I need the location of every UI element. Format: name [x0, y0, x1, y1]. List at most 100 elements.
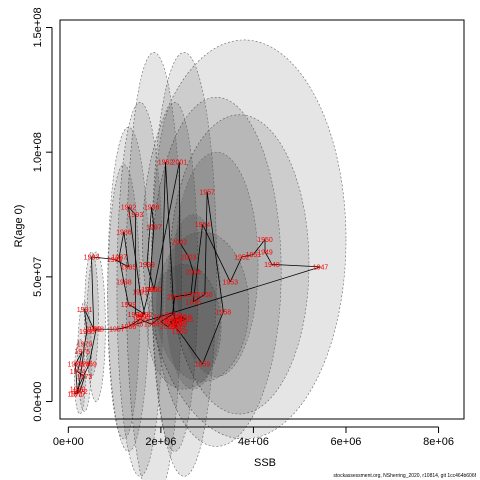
uncertainty-ellipse [125, 52, 183, 480]
year-label: 1990 [137, 312, 153, 319]
trajectory-segment [176, 318, 187, 323]
year-label: 1993 [128, 212, 144, 219]
uncertainty-ellipse [86, 251, 106, 402]
year-label: 2014 [167, 317, 183, 324]
year-label: 1966 [121, 324, 137, 331]
year-label: 1998 [144, 205, 160, 212]
x-tick-label: 4e+06 [238, 436, 269, 448]
year-label: 1968 [88, 327, 104, 334]
trajectory-segment [179, 331, 203, 365]
trajectory-segment [114, 259, 129, 268]
trajectory-segment [74, 351, 83, 365]
year-label: 1986 [116, 229, 132, 236]
trajectory-segment [79, 376, 85, 392]
year-label: 1953 [223, 279, 239, 286]
x-tick-label: 0e+00 [53, 436, 84, 448]
year-label: 2000 [146, 287, 162, 294]
trajectory-segment [135, 313, 143, 318]
trajectory-segment [253, 239, 266, 255]
trajectory-segment [128, 318, 141, 328]
trajectory-segment [241, 254, 254, 258]
year-label: 1985 [121, 264, 137, 271]
trajectory-segment [174, 326, 180, 332]
year-label: 1949 [257, 249, 273, 256]
uncertainty-ellipse [169, 114, 310, 415]
trajectory-segment [192, 224, 203, 302]
trajectory-segment [179, 241, 189, 258]
year-label: 1965 [132, 317, 148, 324]
year-label: 1947 [313, 264, 329, 271]
y-axis: 0.0e+00 5.0e+07 1.0e+08 1.5e+08 [32, 7, 53, 422]
trajectory-segment [204, 192, 208, 295]
trajectory-segment [174, 319, 178, 327]
x-tick-label: 6e+06 [331, 436, 362, 448]
year-label: 1948 [264, 262, 280, 269]
trajectory-segment [128, 303, 145, 315]
year-label: 2016 [162, 319, 178, 326]
year-label: 1988 [116, 279, 132, 286]
trajectory-segment [160, 321, 169, 328]
trajectory-segment [123, 231, 129, 267]
trajectory-segment [160, 313, 173, 323]
year-label: 1958 [216, 309, 232, 316]
year-label: 1996 [142, 287, 158, 294]
uncertainty-ellipse [77, 301, 92, 412]
trajectory-segment [141, 289, 150, 317]
uncertainty-ellipse [151, 97, 282, 447]
trajectory-segment [174, 293, 192, 298]
y-tick-label: 1.5e+08 [32, 7, 44, 47]
year-label: 2006 [167, 294, 183, 301]
trajectory-segment [116, 326, 129, 330]
y-axis-title: R(age 0) [13, 205, 25, 248]
year-label: 1982 [86, 327, 102, 334]
year-label: 1992 [121, 205, 137, 212]
year-label: 1962 [158, 160, 174, 167]
year-label: 2009 [160, 324, 176, 331]
year-label: 1971 [67, 392, 83, 399]
year-label: 2017 [167, 317, 183, 324]
year-label: 1956 [197, 292, 213, 299]
year-label: 2008 [153, 319, 169, 326]
trajectory-segment [151, 316, 162, 325]
trajectory-segment [84, 309, 95, 330]
year-label: 1967 [109, 327, 125, 334]
year-label: 2004 [185, 269, 201, 276]
trajectory-segment [190, 271, 194, 295]
year-label: 1984 [107, 257, 123, 264]
trajectory-segment [264, 251, 273, 265]
year-label: 1997 [146, 224, 162, 231]
trajectory-segment [77, 351, 83, 372]
trajectory-segment [229, 256, 243, 283]
trajectory-segment [193, 293, 206, 303]
y-tick-label: 1.0e+08 [32, 132, 44, 172]
year-label: 2002 [172, 239, 188, 246]
year-label: 1946 [128, 322, 144, 329]
year-label: 2013 [172, 322, 188, 329]
year-label: 1983 [84, 254, 100, 261]
year-label: 1979 [77, 342, 93, 349]
year-label: 1964 [144, 322, 160, 329]
year-label: 1952 [234, 254, 250, 261]
year-label: 2007 [165, 312, 181, 319]
trajectory-segment [165, 162, 176, 327]
uncertainty-ellipses [74, 39, 347, 480]
year-label: 1969 [81, 362, 97, 369]
year-label: 2005 [183, 292, 199, 299]
year-label: 1974 [70, 369, 86, 376]
year-label: 2011 [179, 317, 194, 324]
trajectory-segment [169, 318, 175, 323]
year-label: 1950 [257, 237, 273, 244]
trajectory-segment [128, 206, 141, 292]
year-label: 1963 [153, 314, 169, 321]
trajectory-segment [91, 256, 95, 330]
uncertainty-ellipse [155, 231, 250, 382]
year-label: 1978 [74, 362, 90, 369]
trajectory-segment [128, 206, 136, 215]
trajectory-segment [174, 316, 185, 320]
uncertainty-ellipse [142, 39, 347, 440]
year-label: 1991 [132, 289, 148, 296]
trajectory-segment [74, 364, 78, 395]
year-label: 1994 [128, 312, 144, 319]
year-label: 2001 [172, 160, 188, 167]
